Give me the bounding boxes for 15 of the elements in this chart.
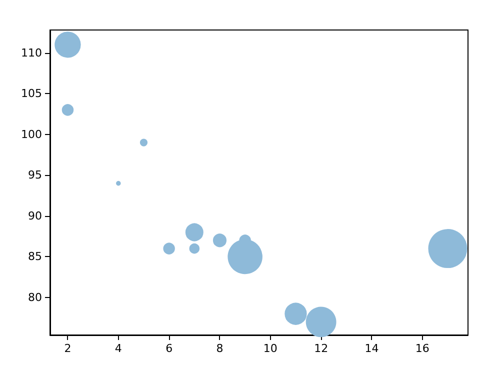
x-tick-label: 6 (166, 342, 173, 355)
y-tick-label: 80 (28, 290, 42, 304)
x-tick-label: 14 (364, 342, 379, 355)
y-tick-label: 90 (28, 209, 42, 222)
y-tick-label: 100 (21, 128, 42, 141)
y-tick-label: 105 (21, 87, 42, 100)
y-tick-label: 95 (28, 168, 42, 182)
x-tick-label: 2 (64, 342, 72, 355)
x-tick-label: 16 (415, 342, 430, 355)
y-tick-label: 85 (28, 250, 42, 264)
x-tick-label: 8 (216, 342, 224, 355)
x-tick-label: 10 (263, 342, 278, 355)
x-tick-label: 12 (314, 342, 328, 355)
y-tick-label: 110 (21, 46, 42, 60)
x-tick-label: 4 (114, 342, 122, 355)
